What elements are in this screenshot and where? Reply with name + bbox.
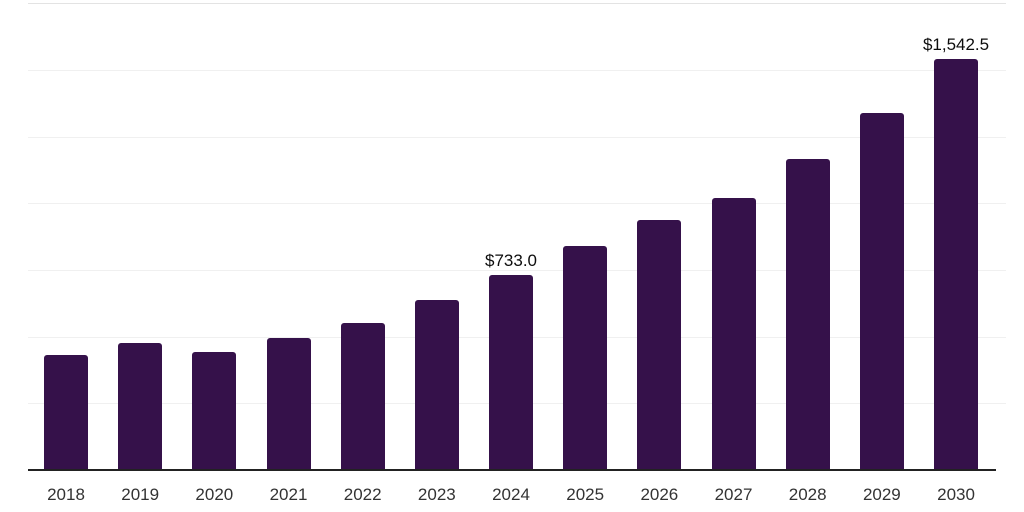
x-tick-label-2027: 2027 (714, 485, 753, 504)
x-tick-label-2022: 2022 (343, 485, 382, 504)
x-tick-label-2019: 2019 (121, 485, 160, 504)
gridline-1000 (28, 203, 1006, 205)
bar-2030 (934, 58, 979, 470)
bar-2029 (859, 112, 904, 470)
bar-2022 (340, 323, 385, 470)
bar-2027 (711, 198, 756, 470)
data-label-2030: $1,542.5 (922, 34, 990, 54)
bar-2026 (637, 220, 682, 470)
x-tick-label-2029: 2029 (862, 485, 901, 504)
bar-2028 (785, 159, 830, 470)
bar-2018 (44, 354, 88, 470)
x-tick-label-2028: 2028 (788, 485, 827, 504)
bar-2019 (118, 343, 163, 470)
x-axis-line (28, 469, 996, 471)
bar-2024 (489, 274, 534, 470)
x-tick-label-2025: 2025 (566, 485, 605, 504)
x-tick-label-2024: 2024 (492, 485, 530, 504)
gridline-1250 (28, 136, 1006, 138)
gridline-1750 (28, 3, 1006, 5)
x-tick-label-2020: 2020 (195, 485, 234, 504)
x-tick-label-2026: 2026 (640, 485, 679, 504)
x-tick-label-2023: 2023 (417, 485, 456, 504)
bar-2020 (192, 351, 237, 470)
gridline-1500 (28, 70, 1006, 71)
data-label-2024: $733.0 (485, 250, 538, 270)
x-tick-label-2030: 2030 (937, 485, 975, 504)
bar-2021 (266, 338, 311, 470)
x-tick-label-2018: 2018 (47, 485, 85, 504)
bar-2023 (414, 299, 459, 470)
gridline-750 (28, 270, 1006, 271)
bar-2025 (563, 246, 608, 470)
x-tick-label-2021: 2021 (269, 485, 308, 504)
